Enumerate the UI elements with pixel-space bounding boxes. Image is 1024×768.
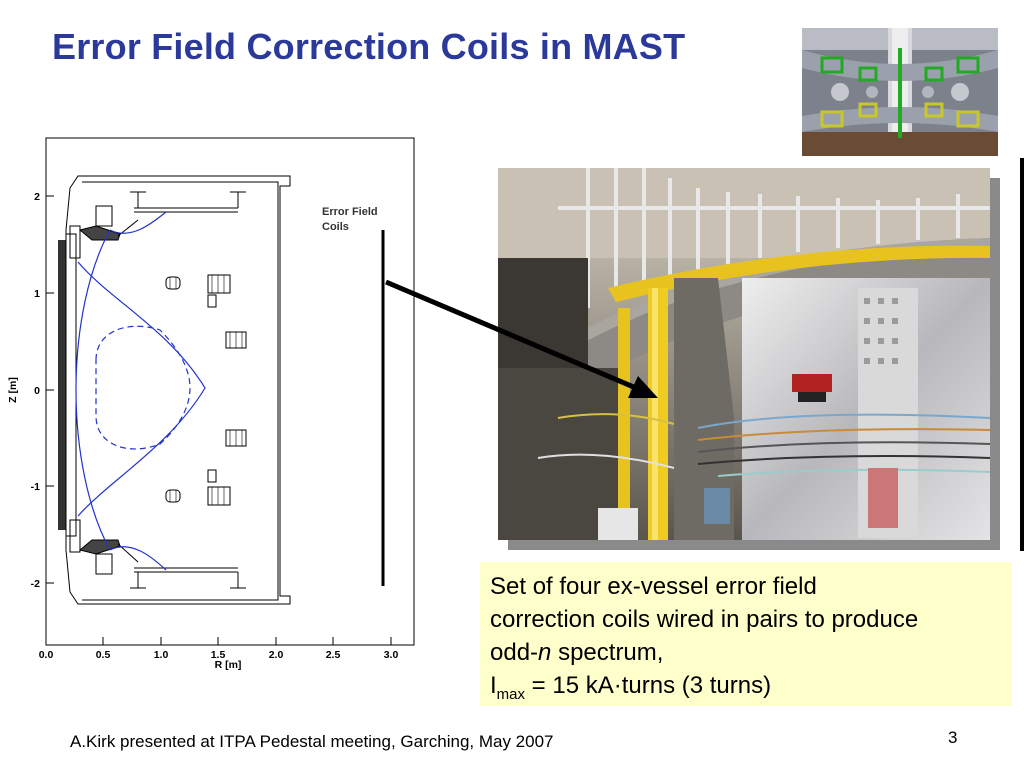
x-tick-label: 2.0: [269, 649, 284, 661]
x-axis-label: R [m]: [215, 659, 242, 670]
vessel-outline: [65, 175, 291, 605]
separatrix: [75, 211, 206, 571]
y-axis-label: Z [m]: [7, 377, 19, 403]
x-tick-label: 0.0: [39, 649, 54, 661]
vessel-interior-thumbnail: [802, 28, 998, 156]
divertor: [78, 205, 139, 575]
slide-title: Error Field Correction Coils in MAST: [52, 26, 686, 67]
y-tick-label: -2: [31, 578, 40, 590]
vertical-divider: [1020, 158, 1024, 551]
caption-subscript: max: [496, 685, 526, 703]
pf-coils: [165, 274, 247, 506]
x-tick-label: 0.5: [96, 649, 111, 661]
x-tick-label: 3.0: [384, 649, 399, 661]
caption-box: Set of four ex-vessel error field correc…: [480, 562, 1012, 706]
x-tick-label: 1.0: [154, 649, 169, 661]
coil-windings: [169, 275, 243, 505]
caption-italic-n: n: [538, 639, 552, 666]
y-tick-label: 2: [34, 191, 40, 203]
coil-label: Coils: [322, 221, 349, 233]
centre-column: [58, 225, 81, 553]
mast-exterior-photo: [498, 168, 990, 540]
footer-credit: A.Kirk presented at ITPA Pedestal meetin…: [70, 732, 554, 751]
caption-line: odd-n spectrum,: [490, 636, 1002, 669]
y-tick-label: -1: [31, 481, 40, 493]
caption-text: odd-: [490, 639, 539, 666]
axis-ticks: [45, 195, 392, 645]
caption-line: Set of four ex-vessel error field: [490, 573, 817, 600]
caption-text: spectrum,: [551, 639, 664, 666]
y-tick-label: 0: [34, 385, 40, 397]
caption-line: Imax = 15 kA·turns (3 turns): [490, 669, 1002, 711]
x-tick-label: 1.5: [211, 649, 226, 661]
mast-cross-section-plot: 0.0 0.5 1.0 1.5 2.0 2.5 3.0 2 1 0 -1 -2 …: [0, 130, 420, 671]
x-tick-label: 2.5: [326, 649, 341, 661]
y-tick-label: 1: [34, 288, 40, 300]
coil-label: Error Field: [322, 206, 378, 218]
caption-line: correction coils wired in pairs to produ…: [490, 606, 919, 633]
caption-text: I: [490, 672, 497, 699]
page-number: 3: [948, 728, 958, 747]
caption-text: = 15 kA·turns (3 turns): [525, 672, 772, 699]
